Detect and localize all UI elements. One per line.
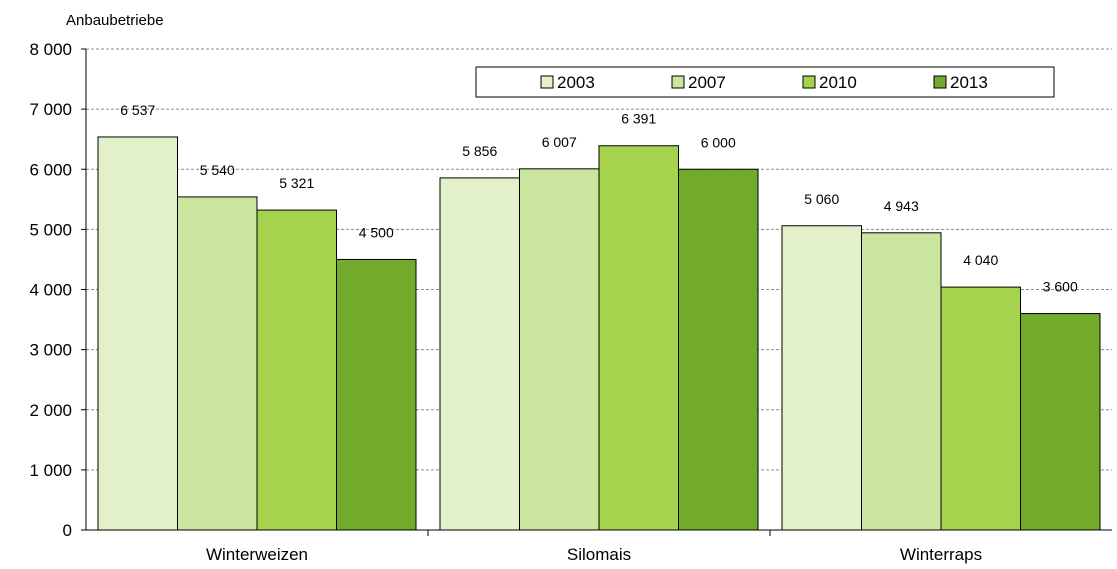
legend-label: 2013 [950, 73, 988, 92]
data-label: 5 856 [462, 143, 497, 159]
data-label: 6 537 [120, 102, 155, 118]
bar [678, 168, 759, 531]
bar [519, 168, 600, 531]
y-tick-label: 4 000 [29, 281, 72, 300]
y-tick-label: 1 000 [29, 461, 72, 480]
y-tick-label: 8 000 [29, 40, 72, 59]
bar [598, 145, 679, 531]
data-label: 4 943 [884, 198, 919, 214]
legend-label: 2003 [557, 73, 595, 92]
bar [97, 136, 178, 531]
bar [336, 258, 417, 531]
legend-swatch [671, 75, 685, 89]
y-tick-label: 2 000 [29, 401, 72, 420]
legend-swatch [540, 75, 554, 89]
data-label: 4 040 [963, 252, 998, 268]
data-label: 6 391 [621, 111, 656, 127]
data-label: 4 500 [359, 224, 394, 240]
legend-box [475, 66, 1055, 98]
axes: 0 1 000 2 000 3 000 4 000 5 000 6 000 7 000 8 00… [29, 40, 1112, 564]
legend-swatch [802, 75, 816, 89]
bar [177, 196, 258, 531]
legend-label: 2007 [688, 73, 726, 92]
x-tick-label: Winterraps [900, 545, 982, 564]
bar [861, 232, 942, 531]
data-label: 5 540 [200, 162, 235, 178]
y-tick-label: 3 000 [29, 341, 72, 360]
bar [256, 209, 337, 531]
y-tick-label: 6 000 [29, 160, 72, 179]
y-axis-label: Anbaubetriebe [66, 12, 164, 29]
data-label: 5 060 [804, 191, 839, 207]
legend: 2003 2007 2010 2013 [475, 66, 1055, 98]
bars [97, 136, 1101, 531]
bar [781, 225, 862, 531]
legend-label: 2010 [819, 73, 857, 92]
y-tick-label: 7 000 [29, 100, 72, 119]
data-labels: 6 537 5 540 5 321 4 500 5 856 6 007 6 391 6 000… [120, 102, 1078, 295]
data-label: 6 000 [701, 134, 736, 150]
bar [1020, 313, 1101, 531]
data-label: 6 007 [542, 134, 577, 150]
legend-swatch [933, 75, 947, 89]
y-tick-label: 5 000 [29, 220, 72, 239]
x-tick-label: Winterweizen [206, 545, 308, 564]
x-tick-label: Silomais [567, 545, 631, 564]
bar [439, 177, 520, 531]
y-tick-label: 0 [63, 521, 72, 540]
bar [940, 286, 1021, 531]
data-label: 3 600 [1043, 279, 1078, 295]
data-label: 5 321 [279, 175, 314, 191]
